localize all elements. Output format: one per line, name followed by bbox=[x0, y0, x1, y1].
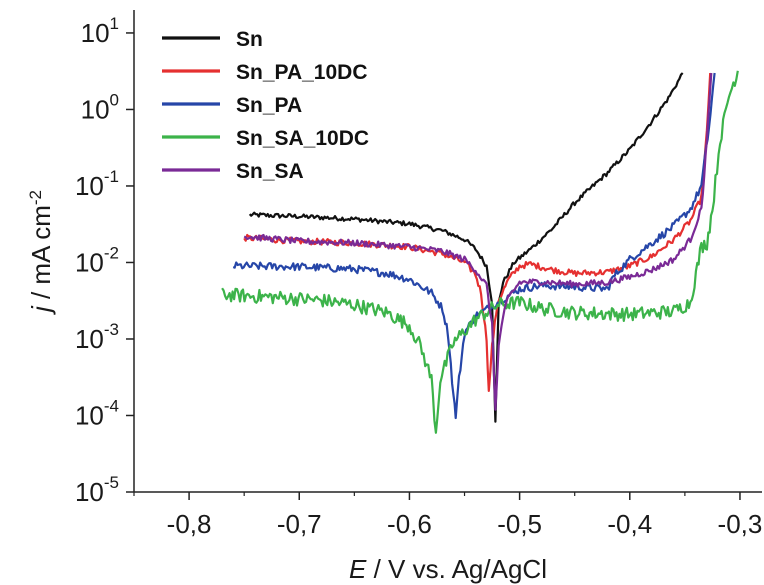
series-line-sn-sa-10dc bbox=[221, 70, 739, 434]
y-tick-label: 100 bbox=[81, 90, 119, 124]
x-tick-label: -0,4 bbox=[607, 509, 652, 539]
series-line-sn-pa-10dc bbox=[243, 72, 712, 392]
y-tick-label: 10-2 bbox=[75, 243, 119, 277]
series-line-sn bbox=[248, 72, 684, 423]
series-line-sn-sa bbox=[243, 72, 713, 411]
x-tick-label: -0,7 bbox=[277, 509, 322, 539]
legend-label: Sn bbox=[236, 28, 263, 51]
legend-label: Sn_PA bbox=[236, 94, 302, 117]
x-tick-label: -0,5 bbox=[497, 509, 542, 539]
x-tick-label: -0,6 bbox=[387, 509, 432, 539]
y-tick-label: 101 bbox=[81, 14, 119, 48]
series-layer bbox=[221, 70, 739, 434]
x-tick-label: -0,3 bbox=[718, 509, 763, 539]
y-tick-label: 10-3 bbox=[75, 320, 119, 354]
y-ticks: 10-5 10-4 10-3 10-2 10-1 100 101 bbox=[75, 14, 134, 507]
legend-label: Sn_SA_10DC bbox=[236, 127, 369, 150]
x-axis-label: E / V vs. Ag/AgCl bbox=[349, 554, 547, 584]
legend: Sn Sn_PA_10DC Sn_PA Sn_SA_10DC Sn_SA bbox=[162, 28, 369, 183]
y-axis-label: j / mA cm-2 bbox=[26, 190, 56, 315]
axes bbox=[133, 10, 762, 493]
x-tick-label: -0,8 bbox=[167, 509, 212, 539]
y-tick-label: 10-4 bbox=[75, 396, 119, 430]
y-tick-label: 10-5 bbox=[75, 473, 119, 507]
x-ticks: -0,8 -0,7 -0,6 -0,5 -0,4 -0,3 bbox=[133, 492, 763, 539]
legend-label: Sn_SA bbox=[236, 160, 304, 183]
legend-label: Sn_PA_10DC bbox=[236, 61, 368, 84]
y-tick-label: 10-1 bbox=[75, 167, 119, 201]
